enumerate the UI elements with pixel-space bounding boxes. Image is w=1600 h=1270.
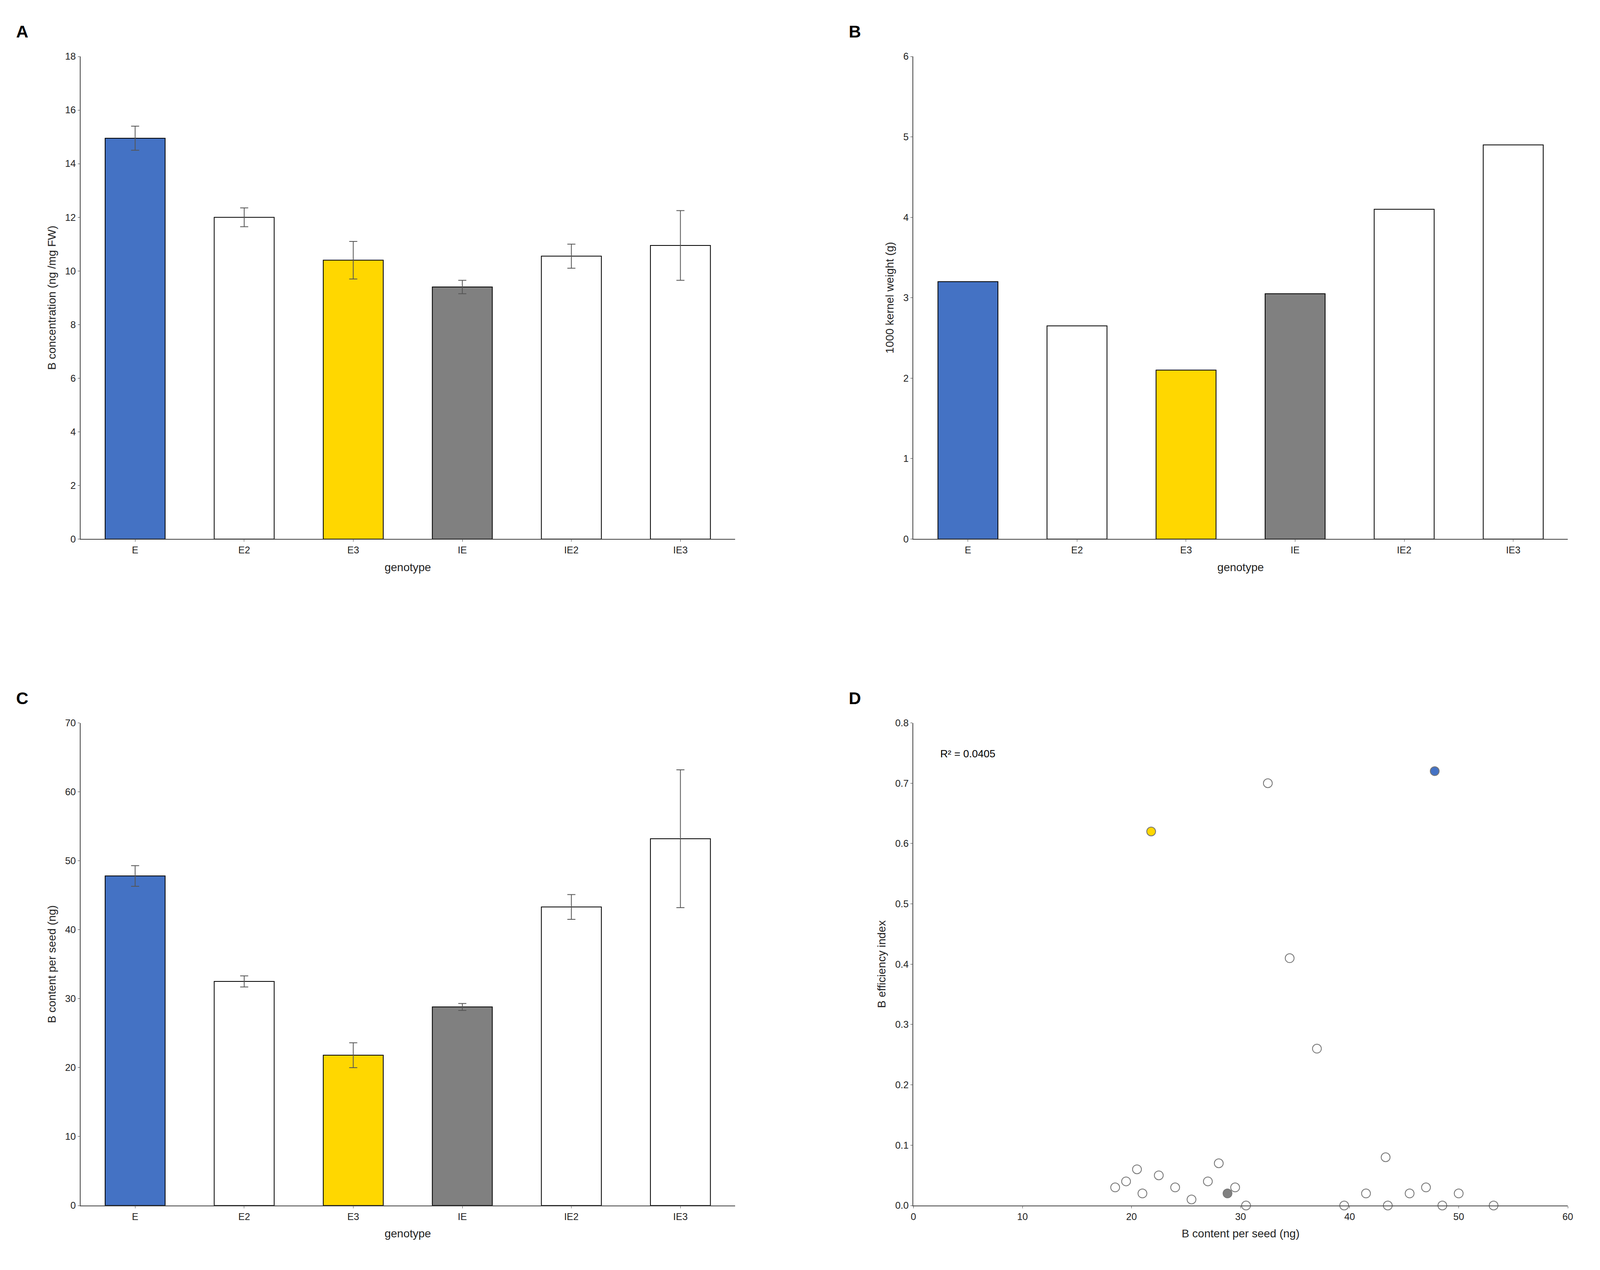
svg-text:30: 30 (64, 993, 76, 1004)
svg-text:E: E (131, 1211, 139, 1222)
svg-text:0: 0 (903, 533, 909, 545)
svg-text:6: 6 (70, 372, 76, 384)
svg-text:B efficiency index: B efficiency index (875, 920, 888, 1008)
svg-text:0.5: 0.5 (895, 898, 909, 910)
svg-text:0: 0 (70, 533, 76, 545)
svg-text:2: 2 (70, 480, 76, 491)
svg-text:10: 10 (64, 265, 76, 277)
svg-text:B content per seed (ng): B content per seed (ng) (1181, 1227, 1300, 1240)
svg-text:genotype: genotype (384, 561, 431, 574)
svg-text:4: 4 (903, 211, 909, 223)
svg-text:IE2: IE2 (564, 1211, 579, 1222)
svg-text:10: 10 (1017, 1211, 1029, 1222)
svg-text:0.2: 0.2 (895, 1079, 909, 1091)
svg-text:0.3: 0.3 (895, 1018, 909, 1030)
svg-text:IE3: IE3 (1506, 544, 1521, 556)
svg-text:IE3: IE3 (673, 544, 688, 556)
svg-text:E2: E2 (1071, 544, 1083, 556)
svg-text:4: 4 (70, 426, 76, 438)
svg-text:1000 kernel weight (g): 1000 kernel weight (g) (883, 241, 896, 354)
svg-text:E2: E2 (238, 544, 250, 556)
svg-text:genotype: genotype (384, 1227, 431, 1240)
svg-text:R² = 0.0405: R² = 0.0405 (940, 747, 996, 760)
svg-text:genotype: genotype (1217, 561, 1264, 574)
svg-text:D: D (848, 688, 861, 708)
svg-text:60: 60 (64, 786, 76, 798)
svg-text:5: 5 (903, 131, 909, 143)
svg-text:50: 50 (1453, 1211, 1465, 1222)
svg-text:60: 60 (1562, 1211, 1574, 1222)
svg-text:18: 18 (64, 50, 76, 62)
svg-text:E3: E3 (347, 1211, 360, 1222)
svg-text:IE3: IE3 (673, 1211, 688, 1222)
svg-text:1: 1 (903, 452, 909, 464)
svg-text:0.1: 0.1 (895, 1139, 909, 1151)
svg-text:3: 3 (903, 292, 909, 304)
svg-text:IE: IE (457, 1211, 468, 1222)
svg-text:12: 12 (64, 211, 76, 223)
svg-text:20: 20 (1126, 1211, 1137, 1222)
svg-text:C: C (16, 688, 29, 708)
svg-text:E: E (131, 544, 139, 556)
svg-text:0.8: 0.8 (895, 717, 909, 729)
svg-text:A: A (16, 22, 29, 42)
svg-text:B: B (848, 22, 861, 42)
svg-text:70: 70 (64, 717, 76, 729)
svg-text:E: E (964, 544, 972, 556)
svg-text:IE: IE (1290, 544, 1300, 556)
svg-text:0.6: 0.6 (895, 837, 909, 849)
svg-text:40: 40 (64, 924, 76, 936)
svg-text:IE2: IE2 (564, 544, 579, 556)
svg-text:0.4: 0.4 (895, 958, 909, 970)
svg-text:0.0: 0.0 (895, 1199, 909, 1211)
svg-text:IE: IE (457, 544, 468, 556)
svg-text:14: 14 (64, 157, 76, 169)
svg-text:10: 10 (64, 1130, 76, 1142)
svg-text:0: 0 (70, 1199, 76, 1211)
svg-text:E2: E2 (238, 1211, 250, 1222)
svg-text:16: 16 (64, 104, 76, 116)
svg-text:40: 40 (1344, 1211, 1355, 1222)
svg-text:20: 20 (64, 1061, 76, 1073)
svg-text:50: 50 (64, 855, 76, 867)
svg-text:E3: E3 (347, 544, 360, 556)
svg-text:0.7: 0.7 (895, 777, 909, 789)
svg-text:2: 2 (903, 372, 909, 384)
svg-text:8: 8 (70, 319, 76, 331)
svg-text:B concentration (ng /mg FW): B concentration (ng /mg FW) (45, 225, 59, 370)
svg-text:B content per seed (ng): B content per seed (ng) (45, 905, 59, 1024)
svg-text:E3: E3 (1180, 544, 1192, 556)
svg-text:0: 0 (910, 1211, 917, 1222)
svg-text:30: 30 (1235, 1211, 1247, 1222)
svg-text:IE2: IE2 (1396, 544, 1412, 556)
svg-text:6: 6 (903, 50, 909, 62)
